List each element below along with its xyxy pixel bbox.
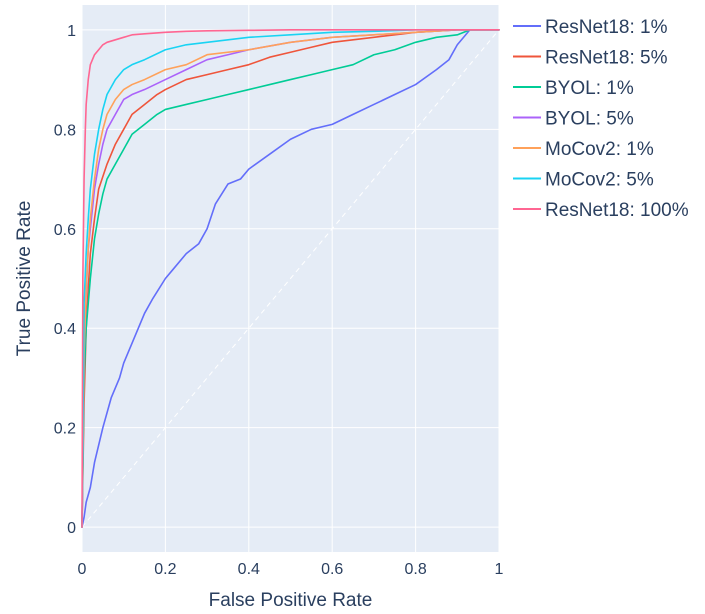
legend-item-3[interactable]: BYOL: 5% [513, 109, 634, 130]
legend-label: MoCov2: 1% [545, 139, 654, 160]
legend-label: BYOL: 5% [545, 109, 634, 130]
series-line-1 [81, 29, 500, 528]
legend-label: BYOL: 1% [545, 78, 634, 99]
series-line-4 [81, 29, 500, 528]
legend-item-1[interactable]: ResNet18: 5% [513, 48, 668, 69]
y-tick-label: 1 [67, 23, 76, 40]
x-tick-label: 0.2 [154, 561, 176, 578]
legend-item-2[interactable]: BYOL: 1% [513, 78, 634, 99]
x-tick-label: 0.4 [238, 561, 260, 578]
y-tick-label: 0.2 [54, 421, 76, 438]
x-tick-label: 0 [78, 561, 87, 578]
legend-label: ResNet18: 5% [545, 48, 668, 69]
legend-label: MoCov2: 5% [545, 170, 654, 191]
x-axis-title: False Positive Rate [209, 590, 373, 609]
series-line-0 [81, 29, 500, 528]
x-tick-label: 0.6 [321, 561, 343, 578]
y-tick-label: 0.6 [54, 222, 76, 239]
legend-item-4[interactable]: MoCov2: 1% [513, 139, 654, 160]
legend[interactable]: ResNet18: 1% ResNet18: 5% BYOL: 1% BYOL: 5%… [513, 17, 689, 221]
x-tick-label: 0.8 [404, 561, 426, 578]
diagonal-reference-line [81, 29, 500, 528]
y-axis-title: True Positive Rate [14, 201, 35, 357]
series-line-2 [81, 29, 500, 528]
series-lines [81, 29, 500, 528]
y-tick-label: 0.8 [54, 122, 76, 139]
x-tick-label: 1 [495, 561, 504, 578]
series-line-5 [81, 29, 500, 528]
legend-item-5[interactable]: MoCov2: 5% [513, 170, 654, 191]
legend-label: ResNet18: 1% [545, 17, 668, 38]
series-line-6 [81, 29, 500, 528]
y-tick-label: 0 [67, 520, 76, 537]
legend-item-0[interactable]: ResNet18: 1% [513, 17, 668, 38]
tick-labels: 0 0.2 0.4 0.6 0.8 1 0 0.2 0.4 0.6 0.8 1 [54, 23, 504, 578]
legend-item-6[interactable]: ResNet18: 100% [513, 200, 689, 221]
y-tick-label: 0.4 [54, 321, 76, 338]
legend-label: ResNet18: 100% [545, 200, 689, 221]
